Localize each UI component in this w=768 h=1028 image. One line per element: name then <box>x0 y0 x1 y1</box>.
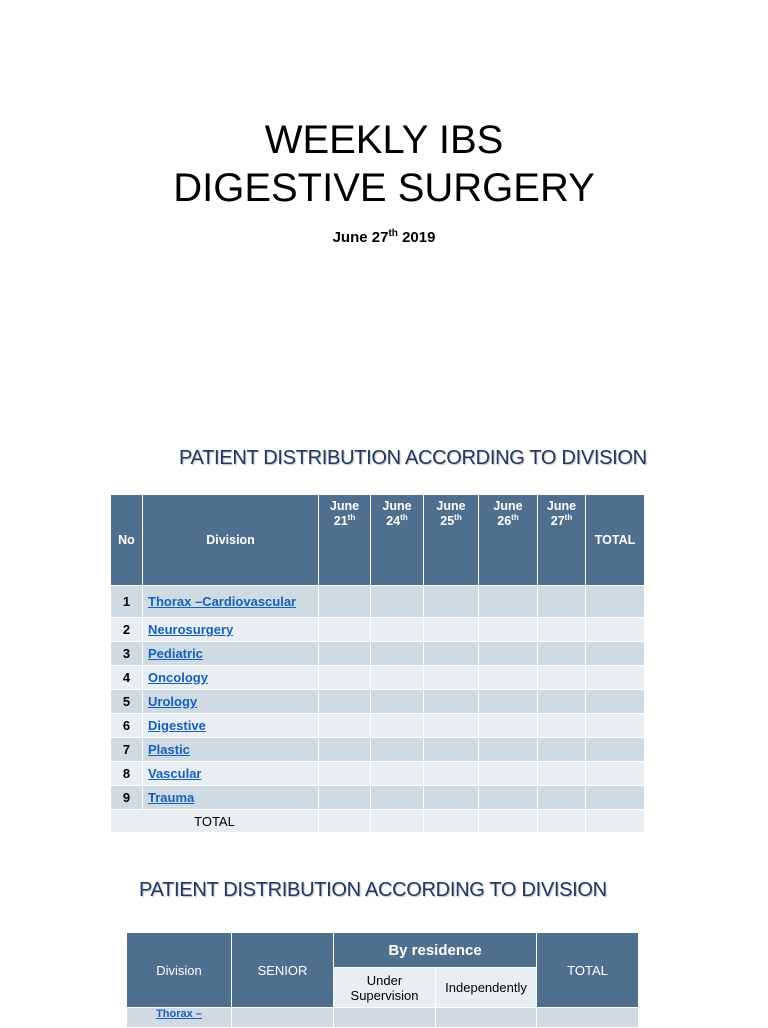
table1-heading: PATIENT DISTRIBUTION ACCORDING TO DIVISI… <box>179 447 647 469</box>
division-distribution-table: No Division June 21th June 24th June 25th J… <box>110 494 645 833</box>
header-date-1: June 21th <box>318 494 371 586</box>
row-number: 7 <box>110 737 143 762</box>
table-row: 3 Pediatric <box>110 641 645 666</box>
division-cell: Vascular <box>142 761 319 786</box>
header-under-supervision: Under Supervision <box>333 967 436 1008</box>
division-link[interactable]: Trauma <box>148 790 195 805</box>
table-row: 2 Neurosurgery <box>110 617 645 642</box>
division-cell: Thorax –Cardiovascular <box>142 585 319 618</box>
division-cell: Digestive <box>142 713 319 738</box>
table-row: 1 Thorax –Cardiovascular <box>110 585 645 618</box>
division-cell: Oncology <box>142 665 319 690</box>
total-label: TOTAL <box>110 809 319 833</box>
header-division: Division <box>126 932 232 1008</box>
presentation-date: June 27th 2019 <box>332 228 436 246</box>
title-line-2: DIGESTIVE SURGERY <box>173 166 595 210</box>
table-row: 5 Urology <box>110 689 645 714</box>
header-by-residence: By residence <box>332 932 538 968</box>
row-number: 8 <box>110 761 143 786</box>
header-total: TOTAL <box>536 932 640 1008</box>
row-number: 2 <box>110 617 143 642</box>
division-cell: Pediatric <box>142 641 319 666</box>
division-cell: Neurosurgery <box>142 617 319 642</box>
table-row: 4 Oncology <box>110 665 645 690</box>
division-cell: Plastic <box>142 737 319 762</box>
header-total: TOTAL <box>585 494 645 586</box>
table-row: 9 Trauma <box>110 785 645 810</box>
division-link[interactable]: Vascular <box>148 766 202 781</box>
header-division: Division <box>142 494 319 586</box>
row-number: 9 <box>110 785 143 810</box>
table2-heading: PATIENT DISTRIBUTION ACCORDING TO DIVISI… <box>139 879 607 901</box>
division-link[interactable]: Pediatric <box>148 646 203 661</box>
header-date-5: June 27th <box>537 494 586 586</box>
division-cell: Urology <box>142 689 319 714</box>
header-date-3: June 25th <box>423 494 479 586</box>
total-row: TOTAL <box>110 809 645 833</box>
division-link[interactable]: Neurosurgery <box>148 622 234 637</box>
division-link[interactable]: Urology <box>148 694 198 709</box>
header-date-2: June 24th <box>370 494 424 586</box>
division-link[interactable]: Oncology <box>148 670 208 685</box>
division-link[interactable]: Thorax – <box>126 1007 232 1028</box>
row-number: 5 <box>110 689 143 714</box>
header-independently: Independently <box>434 967 538 1008</box>
title-line-1: WEEKLY IBS <box>264 118 504 162</box>
header-senior: SENIOR <box>231 932 334 1008</box>
table-row: Thorax – <box>126 1007 640 1028</box>
header-date-4: June 26th <box>478 494 538 586</box>
division-link[interactable]: Plastic <box>148 742 190 757</box>
division-link[interactable]: Digestive <box>148 718 206 733</box>
table-row: 8 Vascular <box>110 761 645 786</box>
row-number: 3 <box>110 641 143 666</box>
row-number: 6 <box>110 713 143 738</box>
residence-distribution-table: Division SENIOR By residence TOTAL Under… <box>126 932 640 1028</box>
division-link[interactable]: Thorax –Cardiovascular <box>148 594 297 609</box>
table-row: 6 Digestive <box>110 713 645 738</box>
table-row: 7 Plastic <box>110 737 645 762</box>
row-number: 1 <box>110 585 143 618</box>
header-no: No <box>110 494 143 586</box>
division-cell: Trauma <box>142 785 319 810</box>
row-number: 4 <box>110 665 143 690</box>
